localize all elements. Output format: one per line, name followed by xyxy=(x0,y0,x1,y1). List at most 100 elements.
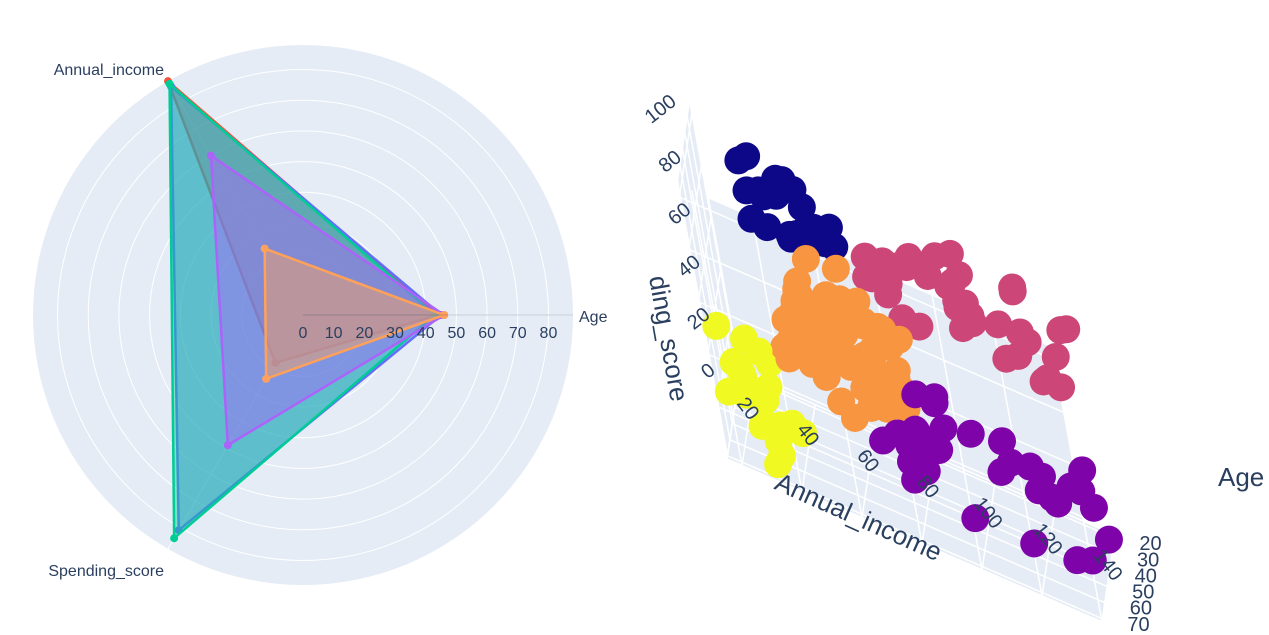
scatter-point[interactable] xyxy=(1063,546,1092,575)
scene-gridline xyxy=(801,404,816,492)
scene-gridline xyxy=(729,438,1106,604)
scatter-point[interactable] xyxy=(702,311,731,340)
radar-tick-labels: 0 10 20 30 40 50 60 70 80 xyxy=(299,314,573,342)
scatter-point[interactable] xyxy=(732,142,761,171)
scatter-point[interactable] xyxy=(744,337,773,366)
radar-series-4[interactable] xyxy=(263,246,448,381)
radar-tick-label: 60 xyxy=(478,325,496,342)
scatter-point[interactable] xyxy=(988,427,1017,456)
radar-chart: 0 10 20 30 40 50 60 70 80 Age Annual_income Spen… xyxy=(33,45,608,585)
y-tick-label: 20 xyxy=(1139,533,1161,555)
radar-point[interactable] xyxy=(260,244,269,253)
scatter-point[interactable] xyxy=(843,353,872,382)
scatter-point[interactable] xyxy=(761,164,790,193)
scatter-point[interactable] xyxy=(944,261,973,290)
z-axis-title: ding_score xyxy=(643,273,695,403)
scatter-point[interactable] xyxy=(719,347,748,376)
scatter-point[interactable] xyxy=(1005,318,1034,347)
y-tick-label: 70 xyxy=(1127,614,1149,635)
radar-spoke xyxy=(167,80,304,316)
radar-tick-label: 30 xyxy=(386,325,404,342)
scene-gridline xyxy=(727,455,1103,620)
scatter-point[interactable] xyxy=(901,380,930,409)
radar-series-2[interactable] xyxy=(168,81,437,541)
scatter-point[interactable] xyxy=(925,436,954,465)
scatter-point[interactable] xyxy=(791,244,820,273)
radar-axis-label-spending-score: Spending_score xyxy=(48,563,164,580)
radar-axis-label-age: Age xyxy=(579,309,608,326)
scatter-point[interactable] xyxy=(996,448,1025,477)
scene-gridline xyxy=(676,180,729,456)
scene-gridline xyxy=(981,482,996,570)
radar-tick-label: 40 xyxy=(417,325,435,342)
radar-tick-label: 0 xyxy=(299,325,308,342)
scatter-point[interactable] xyxy=(822,316,851,345)
radar-tick-label: 20 xyxy=(355,325,373,342)
scatter-point[interactable] xyxy=(1004,341,1033,370)
scatter-point[interactable] xyxy=(1038,483,1067,512)
y-tick-label: 60 xyxy=(1130,598,1152,620)
scatter-point[interactable] xyxy=(956,419,985,448)
scatter-point[interactable] xyxy=(1068,456,1097,485)
scatter-point[interactable] xyxy=(751,386,780,415)
scatter-point[interactable] xyxy=(866,363,895,392)
radar-tick-label: 70 xyxy=(509,325,527,342)
scatter-point[interactable] xyxy=(984,310,1013,339)
scatter-point[interactable] xyxy=(764,450,793,479)
scatter-point[interactable] xyxy=(961,504,990,533)
radar-series-3[interactable] xyxy=(209,153,447,448)
scene-gridline xyxy=(697,214,713,302)
radar-tick-label: 50 xyxy=(448,325,466,342)
scatter-point[interactable] xyxy=(814,213,843,242)
scatter-point[interactable] xyxy=(874,280,903,309)
scatter-point[interactable] xyxy=(868,247,897,276)
scatter-point[interactable] xyxy=(753,213,782,242)
radar-point[interactable] xyxy=(223,441,232,450)
scatter-point[interactable] xyxy=(811,281,840,310)
scene-gridline xyxy=(707,267,722,355)
z-tick-label: 100 xyxy=(641,90,681,128)
scene-gridline xyxy=(681,148,734,424)
scatter-point[interactable] xyxy=(728,372,757,401)
y-axis-title: Age xyxy=(1218,462,1264,492)
scatter-point[interactable] xyxy=(901,465,930,494)
scatter-point[interactable] xyxy=(789,419,818,448)
scatter-point[interactable] xyxy=(868,315,897,344)
radar-series-group xyxy=(164,77,449,543)
radar-spoke xyxy=(167,314,304,550)
scatter-point[interactable] xyxy=(1079,493,1108,522)
scene-gridline xyxy=(726,458,1103,623)
y-tick-label: 50 xyxy=(1132,582,1154,604)
scatter-point[interactable] xyxy=(883,419,912,448)
radar-tick-label: 10 xyxy=(325,325,343,342)
scatter-point[interactable] xyxy=(842,287,871,316)
scatter-point[interactable] xyxy=(827,387,856,416)
radar-point[interactable] xyxy=(262,374,271,383)
scene-gridline xyxy=(1041,508,1056,597)
scatter-point[interactable] xyxy=(958,309,987,338)
scatter-point[interactable] xyxy=(821,254,850,283)
scatter-point[interactable] xyxy=(1033,364,1062,393)
radar-point[interactable] xyxy=(165,79,174,88)
radar-point[interactable] xyxy=(440,311,449,319)
radar-point[interactable] xyxy=(206,151,215,160)
scatter-point[interactable] xyxy=(1041,342,1070,371)
y-tick-label: 30 xyxy=(1137,549,1159,571)
scatter-point[interactable] xyxy=(775,220,804,249)
scatter-point[interactable] xyxy=(894,242,923,271)
scene-gridline xyxy=(688,162,703,250)
scene-gridline xyxy=(686,116,738,392)
scatter-point[interactable] xyxy=(913,261,942,290)
scatter-point[interactable] xyxy=(1094,525,1123,554)
scene-gridline xyxy=(688,100,741,376)
radar-point[interactable] xyxy=(170,534,179,543)
radar-axis-label-annual-income: Annual_income xyxy=(54,62,164,79)
radar-point[interactable] xyxy=(271,358,280,367)
scatter-point[interactable] xyxy=(1020,529,1049,558)
radar-tick-label: 80 xyxy=(540,325,558,342)
scene-gridline xyxy=(678,109,694,198)
scatter-point[interactable] xyxy=(998,273,1027,302)
scatter-point[interactable] xyxy=(1052,315,1081,344)
scatter-point[interactable] xyxy=(787,193,816,222)
